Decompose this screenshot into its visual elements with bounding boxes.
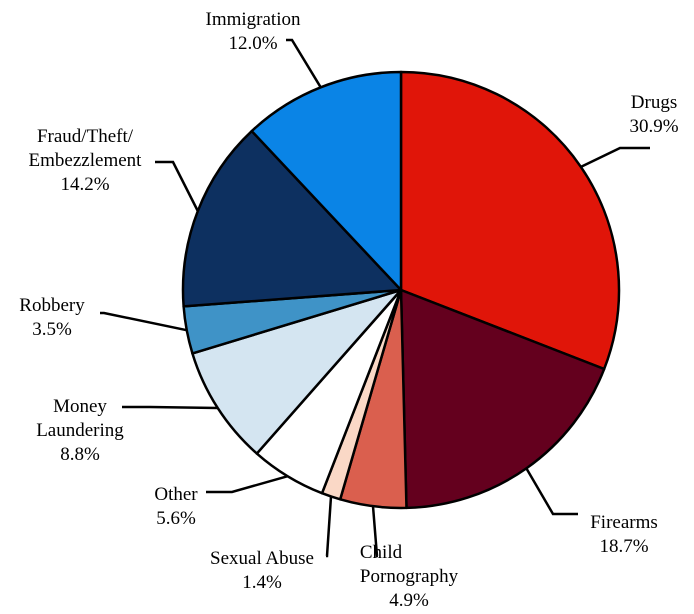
slice-name-robbery: Robbery xyxy=(19,295,85,316)
slice-percent-other: 5.6% xyxy=(156,508,196,529)
leader-line-firearms xyxy=(525,467,578,516)
slice-percent-money-laundering: 8.8% xyxy=(60,444,100,465)
slice-name-money-laundering: Laundering xyxy=(36,420,124,441)
slice-labels: Drugs 30.9% Firearms 18.7% Child Pornography 4… xyxy=(19,9,678,611)
slice-percent-firearms: 18.7% xyxy=(599,536,648,557)
slice-percent-sexual-abuse: 1.4% xyxy=(242,572,282,593)
leader-line-robbery xyxy=(100,311,187,332)
slice-fraud-theft-embezzlement xyxy=(181,129,403,308)
slice-percent-child-pornography: 4.9% xyxy=(389,590,429,611)
slice-name-child-pornography: Child xyxy=(360,542,403,563)
slice-name-other: Other xyxy=(154,484,198,505)
slice-name-drugs: Drugs xyxy=(631,92,677,113)
leader-lines xyxy=(100,38,650,558)
slice-name-immigration: Immigration xyxy=(206,9,301,30)
leader-line-money-laundering xyxy=(122,405,218,410)
slice-label-other: Other 5.6% xyxy=(154,484,198,529)
slice-label-immigration: Immigration 12.0% xyxy=(206,9,301,54)
pie-slices xyxy=(181,70,621,510)
slice-percent-drugs: 30.9% xyxy=(629,116,678,137)
slice-label-child-pornography: Child Pornography 4.9% xyxy=(360,542,459,611)
slice-percent-robbery: 3.5% xyxy=(32,319,72,340)
leader-line-drugs xyxy=(580,146,650,169)
leader-line-immigration xyxy=(286,38,322,88)
slice-percent-immigration: 12.0% xyxy=(228,33,277,54)
leader-line-child-pornography xyxy=(371,506,379,558)
slice-label-drugs: Drugs 30.9% xyxy=(629,92,678,137)
slice-name-firearms: Firearms xyxy=(590,512,658,533)
slice-label-sexual-abuse: Sexual Abuse 1.4% xyxy=(210,548,314,593)
leader-line-fraud-theft-embezzlement xyxy=(155,160,199,212)
slice-label-firearms: Firearms 18.7% xyxy=(590,512,658,557)
slice-percent-fraud-theft-embezzlement: 14.2% xyxy=(60,174,109,195)
slice-drugs xyxy=(399,70,621,371)
slice-name-money-laundering: Money xyxy=(53,396,107,417)
slice-name-sexual-abuse: Sexual Abuse xyxy=(210,548,314,569)
leader-line-sexual-abuse xyxy=(325,496,333,558)
slice-label-robbery: Robbery 3.5% xyxy=(19,295,85,340)
slice-label-money-laundering: Money Laundering 8.8% xyxy=(36,396,124,465)
slice-name-fraud-theft-embezzlement: Fraud/Theft/ xyxy=(37,126,134,147)
slice-name-fraud-theft-embezzlement: Embezzlement xyxy=(29,150,143,171)
leader-line-other xyxy=(206,474,289,494)
slice-name-child-pornography: Pornography xyxy=(360,566,459,587)
slice-immigration xyxy=(250,70,403,292)
slice-label-fraud-theft-embezzlement: Fraud/Theft/Embezzlement 14.2% xyxy=(29,126,143,195)
slice-firearms xyxy=(399,288,606,510)
